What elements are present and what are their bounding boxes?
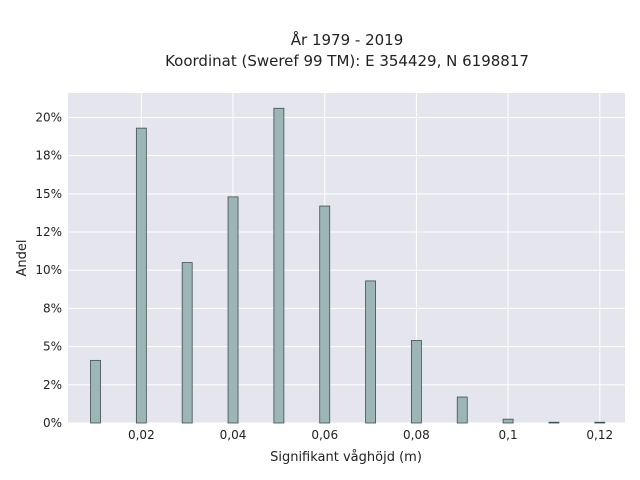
bar	[90, 359, 101, 424]
y-tick-label: 12%	[35, 225, 62, 239]
y-tick-label: 0%	[43, 416, 62, 430]
y-tick-label: 15%	[35, 187, 62, 201]
y-tick-label: 20%	[35, 110, 62, 124]
x-axis-label: Signifikant våghöjd (m)	[270, 450, 422, 465]
y-tick-labels: 0% 2% 5% 8% 10% 12% 15% 18% 20%	[35, 110, 62, 430]
bars	[90, 107, 606, 424]
bar	[594, 421, 606, 424]
y-axis-label: Andel	[15, 240, 30, 277]
bar	[227, 196, 239, 424]
bar	[502, 418, 514, 424]
bar	[548, 421, 560, 424]
bar	[135, 127, 147, 424]
x-tick-label: 0,02	[128, 428, 155, 442]
x-tick-label: 0,08	[403, 428, 430, 442]
y-tick-label: 18%	[35, 149, 62, 163]
chart-title: År 1979 - 2019	[291, 30, 404, 49]
x-tick-labels: 0,02 0,04 0,06 0,08 0,1 0,12	[128, 428, 613, 442]
y-tick-label: 8%	[43, 301, 62, 315]
bar	[365, 280, 376, 424]
x-tick-label: 0,06	[311, 428, 338, 442]
x-tick-label: 0,1	[499, 428, 518, 442]
y-tick-label: 5%	[43, 340, 62, 354]
x-tick-label: 0,12	[586, 428, 613, 442]
bar	[411, 340, 422, 424]
bar	[273, 107, 285, 424]
bar	[319, 205, 331, 424]
bar	[181, 262, 193, 424]
bar	[456, 396, 468, 424]
y-tick-label: 10%	[35, 263, 62, 277]
plot-background	[68, 93, 625, 423]
chart-subtitle: Koordinat (Sweref 99 TM): E 354429, N 61…	[165, 52, 529, 70]
y-tick-label: 2%	[43, 378, 62, 392]
x-tick-label: 0,04	[220, 428, 247, 442]
